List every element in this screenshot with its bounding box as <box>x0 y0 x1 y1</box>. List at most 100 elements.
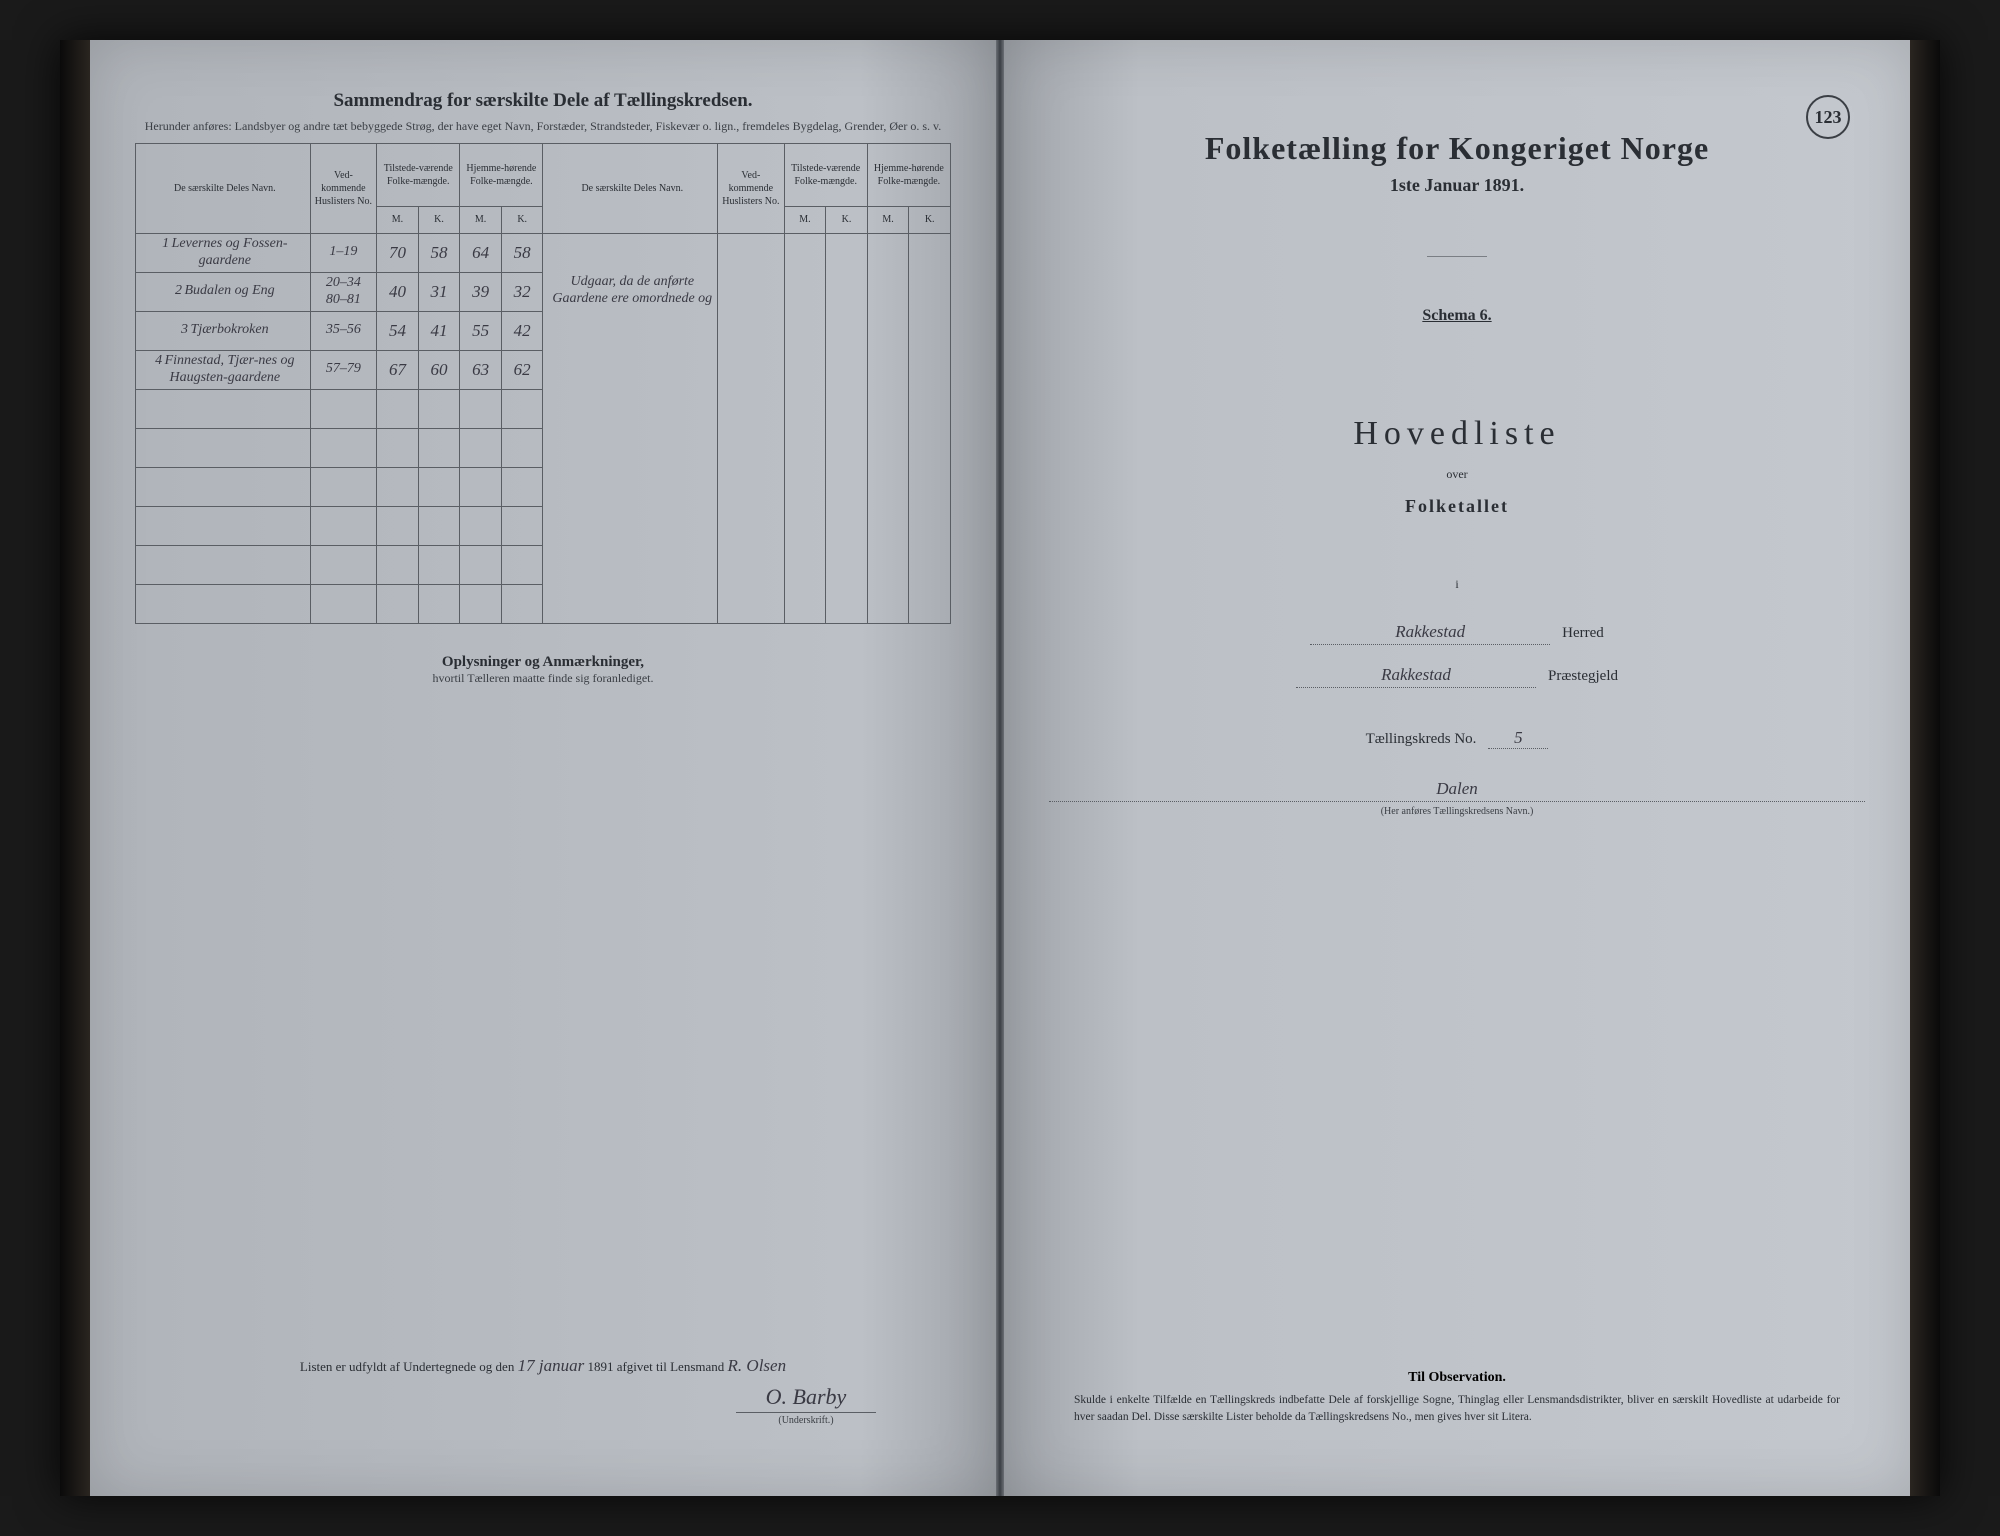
oplysninger-title: Oplysninger og Anmærkninger, <box>135 654 951 671</box>
th-m: M. <box>784 206 826 233</box>
cell-name: 1 Levernes og Fossen-gaardene <box>136 233 311 272</box>
kreds-label: Tællingskreds No. <box>1366 731 1477 748</box>
cell-name: 2 Budalen og Eng <box>136 272 311 311</box>
folketallet-heading: Folketallet <box>1049 496 1865 517</box>
cell-blank <box>418 545 460 584</box>
right-binding <box>1910 40 1940 1496</box>
cell-blank <box>310 584 377 623</box>
cell-blank <box>136 389 311 428</box>
census-main-title: Folketælling for Kongeriget Norge <box>1049 130 1865 167</box>
page-number-circle: 123 <box>1806 95 1850 139</box>
center-gutter <box>996 40 1004 1496</box>
kreds-name-note: (Her anføres Tællingskredsens Navn.) <box>1049 806 1865 817</box>
cell-blank <box>460 584 502 623</box>
cell-empty <box>826 233 868 623</box>
right-content: Folketælling for Kongeriget Norge 1ste J… <box>1049 90 1865 817</box>
herred-label: Herred <box>1562 625 1604 642</box>
cell-husliste-no: 20–3480–81 <box>310 272 377 311</box>
right-page: 123 Folketælling for Kongeriget Norge 1s… <box>1004 40 1910 1496</box>
th-present-2: Tilstede-værende Folke-mængde. <box>784 143 867 206</box>
hovedliste-heading: Hovedliste <box>1049 415 1865 453</box>
cell-empty <box>909 233 951 623</box>
cell-rm: 63 <box>460 350 502 389</box>
cell-empty <box>867 233 909 623</box>
cell-blank <box>310 467 377 506</box>
cell-blank <box>460 467 502 506</box>
cell-blank <box>501 584 543 623</box>
th-k: K. <box>418 206 460 233</box>
cell-blank <box>377 389 419 428</box>
schema-label: Schema 6. <box>1049 307 1865 325</box>
cell-blank <box>501 389 543 428</box>
cell-blank <box>460 389 502 428</box>
prestegjeld-row: Rakkestad Præstegjeld <box>1049 665 1865 688</box>
cell-blank <box>460 506 502 545</box>
cell-blank <box>460 545 502 584</box>
th-name-1: De særskilte Deles Navn. <box>136 143 311 233</box>
cell-rm: 39 <box>460 272 502 311</box>
left-page-title: Sammendrag for særskilte Dele af Tælling… <box>135 90 951 112</box>
cell-blank <box>460 428 502 467</box>
book-spread: Sammendrag for særskilte Dele af Tælling… <box>60 40 1940 1496</box>
herred-row: Rakkestad Herred <box>1049 622 1865 645</box>
cell-blank <box>377 428 419 467</box>
th-k: K. <box>501 206 543 233</box>
prestegjeld-label: Præstegjeld <box>1548 668 1618 685</box>
observation-title: Til Observation. <box>1074 1370 1840 1386</box>
left-binding <box>60 40 90 1496</box>
cell-pm: 70 <box>377 233 419 272</box>
th-resident-1: Hjemme-hørende Folke-mængde. <box>460 143 543 206</box>
cell-blank <box>310 506 377 545</box>
th-present-1: Tilstede-værende Folke-mængde. <box>377 143 460 206</box>
cell-blank <box>501 545 543 584</box>
cell-blank <box>136 428 311 467</box>
cell-empty <box>784 233 826 623</box>
cell-blank <box>377 506 419 545</box>
cell-rk: 62 <box>501 350 543 389</box>
cell-rk: 42 <box>501 311 543 350</box>
census-table: De særskilte Deles Navn. Ved-kommende Hu… <box>135 143 951 624</box>
cell-pm: 67 <box>377 350 419 389</box>
cell-blank <box>377 545 419 584</box>
cell-blank <box>501 506 543 545</box>
th-no-1: Ved-kommende Huslisters No. <box>310 143 377 233</box>
cell-blank <box>418 389 460 428</box>
th-name-2: De særskilte Deles Navn. <box>543 143 718 233</box>
cell-pk: 41 <box>418 311 460 350</box>
cell-rk: 58 <box>501 233 543 272</box>
cell-pk: 60 <box>418 350 460 389</box>
signature-block: O. Barby (Underskrift.) <box>736 1384 876 1426</box>
cell-blank <box>310 389 377 428</box>
th-k: K. <box>826 206 868 233</box>
left-page-subtitle: Herunder anføres: Landsbyer og andre tæt… <box>135 118 951 135</box>
footer-lensmand-hand: R. Olsen <box>728 1356 787 1375</box>
th-resident-2: Hjemme-hørende Folke-mængde. <box>867 143 950 206</box>
cell-pk: 58 <box>418 233 460 272</box>
cell-blank <box>501 467 543 506</box>
cell-pm: 54 <box>377 311 419 350</box>
cell-pk: 31 <box>418 272 460 311</box>
kreds-no-row: Tællingskreds No. 5 <box>1049 728 1865 749</box>
signature-label: (Underskrift.) <box>736 1412 876 1426</box>
cell-blank <box>377 467 419 506</box>
cell-blank <box>310 428 377 467</box>
census-date: 1ste Januar 1891. <box>1049 175 1865 196</box>
cell-blank <box>418 428 460 467</box>
cell-blank <box>136 584 311 623</box>
kreds-no-value: 5 <box>1488 728 1548 749</box>
th-k: K. <box>909 206 951 233</box>
cell-note: Udgaar, da de anførte Gaardene ere omord… <box>543 233 718 623</box>
cell-blank <box>377 584 419 623</box>
th-m: M. <box>377 206 419 233</box>
cell-empty <box>718 233 785 623</box>
cell-blank <box>310 545 377 584</box>
herred-value: Rakkestad <box>1310 622 1550 645</box>
observation-text: Skulde i enkelte Tilfælde en Tællingskre… <box>1074 1392 1840 1427</box>
cell-husliste-no: 35–56 <box>310 311 377 350</box>
cell-blank <box>136 506 311 545</box>
signature-hand: O. Barby <box>736 1384 876 1410</box>
left-page: Sammendrag for særskilte Dele af Tælling… <box>90 40 996 1496</box>
cell-husliste-no: 57–79 <box>310 350 377 389</box>
cell-blank <box>136 545 311 584</box>
th-no-2: Ved-kommende Huslisters No. <box>718 143 785 233</box>
